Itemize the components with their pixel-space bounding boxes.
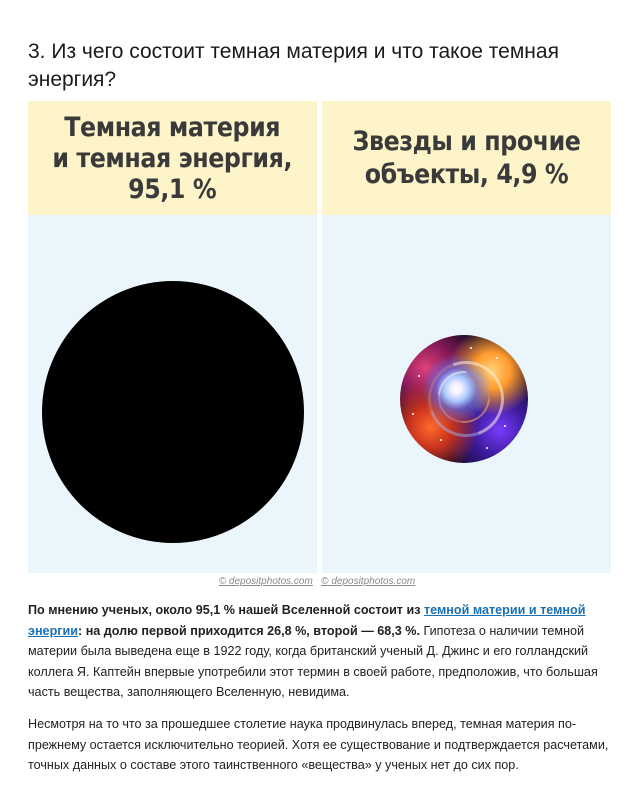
- dark-matter-label-box: Темная материя и темная энергия, 95,1 %: [28, 101, 317, 215]
- star-dot: [486, 447, 488, 449]
- dark-matter-panel: Темная материя и темная энергия, 95,1 %: [28, 101, 317, 573]
- star-dot: [496, 357, 498, 359]
- star-dot: [412, 413, 414, 415]
- star-dot: [470, 347, 472, 349]
- credit-link[interactable]: © depositphotos.com: [218, 576, 313, 587]
- dark-matter-circle: [42, 281, 304, 543]
- infographic: Темная материя и темная энергия, 95,1 % …: [28, 101, 611, 573]
- paragraph-1-text: Гипотеза о наличии темной материи была в…: [28, 623, 598, 700]
- paragraph-1-bold-tail: : на долю первой приходится 26,8 %, втор…: [78, 623, 420, 638]
- star-dot: [418, 375, 420, 377]
- stars-label: Звезды и прочие объекты, 4,9 %: [352, 126, 581, 190]
- star-dot: [440, 439, 442, 441]
- paragraph-1: По мнению ученых, около 95,1 % нашей Все…: [28, 600, 610, 703]
- star-dot: [504, 425, 506, 427]
- dark-matter-link[interactable]: темной материи и темной энергии: [28, 603, 586, 638]
- paragraph-1-bold-lead: По мнению ученых, около 95,1 % нашей Все…: [28, 603, 424, 617]
- paragraph-2: Несмотря на то что за прошедшее столетие…: [28, 717, 609, 772]
- stars-label-box: Звезды и прочие объекты, 4,9 %: [322, 101, 611, 215]
- stars-panel: Звезды и прочие объекты, 4,9 %: [322, 101, 611, 573]
- image-credits: © depositphotos.com © depositphotos.com: [0, 576, 634, 587]
- dark-matter-label: Темная материя и темная энергия, 95,1 %: [52, 111, 293, 205]
- galaxy-circle: [400, 335, 528, 463]
- article-heading: 3. Из чего состоит темная материя и что …: [28, 40, 559, 91]
- credit-link[interactable]: © depositphotos.com: [321, 576, 416, 587]
